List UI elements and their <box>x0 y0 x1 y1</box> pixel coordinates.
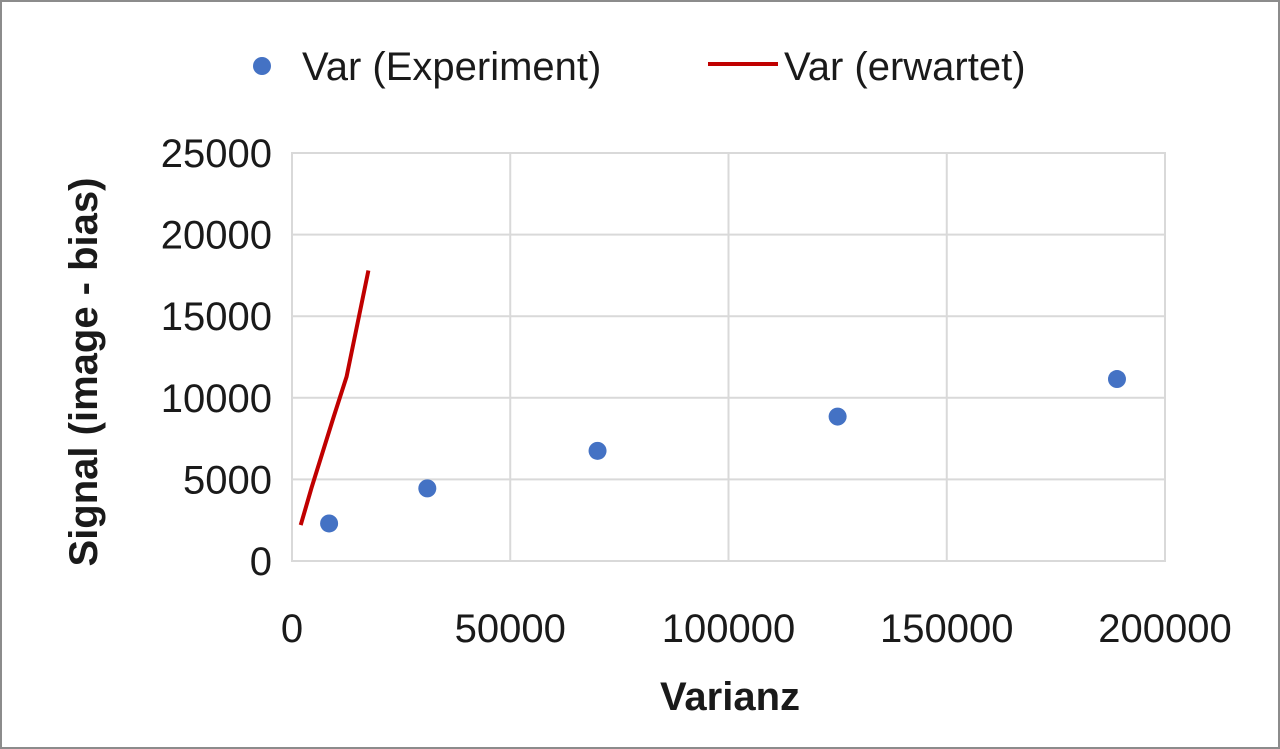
plot-area-border <box>291 152 1166 562</box>
x-tick-label: 0 <box>281 607 303 651</box>
legend-label-experiment: Var (Experiment) <box>302 45 601 89</box>
x-tick-label: 200000 <box>1098 607 1231 651</box>
y-tick-label: 0 <box>250 540 272 584</box>
x-tick-label: 50000 <box>455 607 566 651</box>
y-tick-label: 5000 <box>183 458 272 502</box>
x-tick-label: 150000 <box>880 607 1013 651</box>
y-axis-title: Signal (image - bias) <box>62 178 106 567</box>
y-tick-label: 10000 <box>161 377 272 421</box>
experiment-point-2 <box>418 479 437 498</box>
legend-marker-experiment <box>253 57 271 75</box>
y-tick-label: 25000 <box>161 132 272 176</box>
x-axis-ticks: 0 50000 100000 150000 200000 <box>281 607 1232 651</box>
experiment-point-1 <box>320 514 339 533</box>
legend: Var (Experiment) Var (erwartet) <box>253 45 1026 89</box>
y-tick-label: 20000 <box>161 214 272 258</box>
legend-label-expected: Var (erwartet) <box>784 45 1026 89</box>
experiment-point-4 <box>828 407 847 426</box>
expected-series-line <box>298 270 371 526</box>
y-tick-label: 15000 <box>161 295 272 339</box>
x-tick-label: 100000 <box>662 607 795 651</box>
gridlines <box>292 152 1166 561</box>
x-axis-title: Varianz <box>660 675 800 719</box>
y-axis-ticks: 0 5000 10000 15000 20000 25000 <box>161 132 272 584</box>
expected-series <box>298 270 371 526</box>
experiment-point-5 <box>1107 370 1126 389</box>
experiment-series <box>320 370 1126 533</box>
experiment-point-3 <box>588 441 607 460</box>
